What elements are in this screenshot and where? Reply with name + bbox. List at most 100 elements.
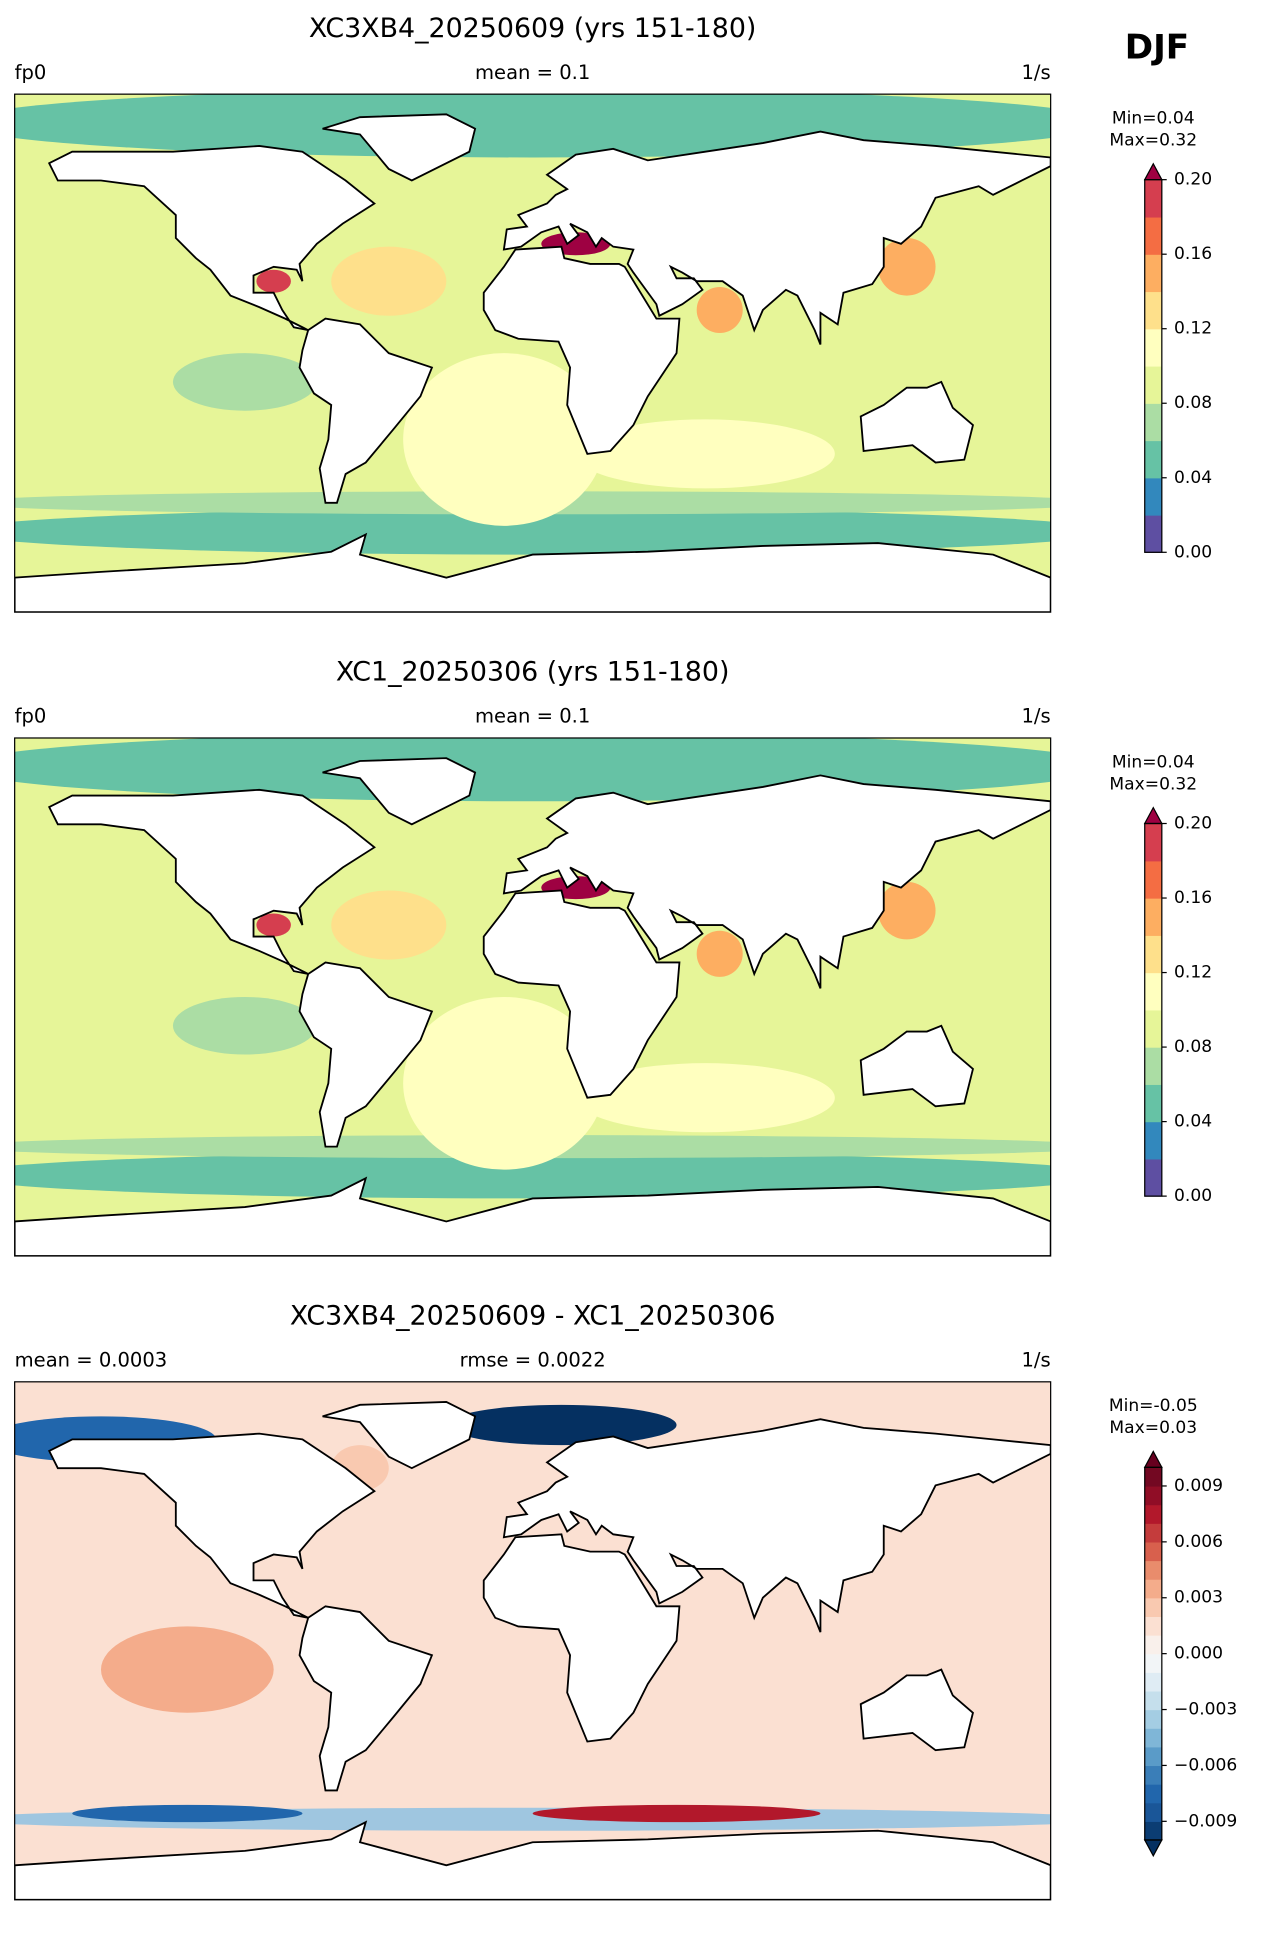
colorbar-swatch [1144, 1709, 1162, 1729]
colorbar-tick-label: −0.009 [1174, 1811, 1237, 1831]
left-label: mean = 0.0003 [15, 1349, 168, 1372]
land [859, 1668, 974, 1752]
field-blob [256, 269, 291, 293]
colorbar-swatch [1144, 1802, 1162, 1822]
field-blob [172, 353, 317, 411]
field-blob [331, 246, 447, 316]
left-label: fp0 [15, 61, 47, 84]
panel-title: XC3XB4_20250609 - XC1_20250306 [290, 1301, 776, 1332]
land [298, 961, 434, 1148]
field-blob [256, 913, 291, 937]
colorbar-swatch [1144, 365, 1162, 404]
colorbar-swatch [1144, 935, 1162, 974]
land [502, 1418, 1051, 1633]
map-field [14, 94, 1051, 613]
left-label: fp0 [15, 705, 47, 728]
map-field [14, 737, 1051, 1256]
colorbar-swatch [1144, 1158, 1162, 1197]
right-label: 1/s [1021, 1349, 1050, 1372]
colorbar-tick-label: 0.16 [1174, 888, 1212, 908]
colorbar-tick-label: −0.006 [1174, 1755, 1237, 1775]
map-frame [14, 737, 1052, 1257]
colorbar-swatch [1144, 1784, 1162, 1804]
colorbar-tick-label: 0.04 [1174, 468, 1212, 488]
field-blob [696, 286, 743, 334]
land [322, 757, 477, 826]
colorbar-extend [1143, 806, 1163, 825]
colorbar-swatch [1144, 291, 1162, 330]
colorbar-swatch [1144, 1579, 1162, 1599]
map-frame [14, 1381, 1052, 1901]
land [482, 1533, 681, 1743]
colorbar-swatch [1144, 860, 1162, 899]
field-blob [403, 996, 605, 1170]
max-label: Max=0.03 [1109, 1418, 1197, 1438]
colorbar-swatch [1144, 1653, 1162, 1673]
land [47, 788, 376, 975]
land [859, 380, 974, 464]
colorbar-swatch [1144, 477, 1162, 516]
land [482, 889, 681, 1099]
map-field [14, 1381, 1051, 1900]
land [47, 1432, 376, 1619]
min-label: Min=0.04 [1112, 752, 1195, 772]
center-label: rmse = 0.0022 [460, 1349, 606, 1372]
colorbar-swatch [1144, 254, 1162, 293]
colorbar-tick-label: −0.003 [1174, 1700, 1237, 1720]
colorbar-extend [1143, 162, 1163, 181]
land [14, 1820, 1051, 1900]
colorbar-tick-label: 0.000 [1174, 1644, 1223, 1664]
colorbar-tick-label: 0.04 [1174, 1112, 1212, 1132]
colorbar-tick-label: 0.12 [1174, 319, 1212, 339]
field-blob [532, 1804, 821, 1823]
land [322, 113, 477, 182]
colorbar-swatch [1144, 1523, 1162, 1543]
land [322, 1401, 477, 1470]
colorbar-swatch [1144, 1635, 1162, 1655]
right-label: 1/s [1021, 705, 1050, 728]
field-blob [331, 890, 447, 960]
colorbar-tick-label: 0.20 [1174, 814, 1212, 834]
field-blob [72, 1804, 303, 1823]
max-label: Max=0.32 [1109, 131, 1197, 151]
colorbar-tick-label: 0.16 [1174, 244, 1212, 264]
colorbar-swatch [1144, 972, 1162, 1011]
colorbar-extend [1143, 1839, 1163, 1858]
colorbar-swatch [1144, 1597, 1162, 1617]
colorbar-swatch [1144, 1690, 1162, 1711]
colorbar-swatch [1144, 1821, 1162, 1841]
colorbar-swatch [1144, 515, 1162, 553]
colorbar-tick-label: 0.20 [1174, 170, 1212, 190]
colorbar-swatch [1144, 216, 1162, 255]
land [482, 245, 681, 455]
colorbar-swatch [1144, 1560, 1162, 1580]
land [502, 130, 1051, 345]
colorbar-swatch [1144, 1728, 1162, 1748]
colorbar-swatch [1144, 328, 1162, 367]
colorbar-swatch [1144, 1467, 1162, 1487]
land [14, 532, 1051, 613]
colorbar-swatch [1144, 179, 1162, 218]
colorbar-swatch [1144, 1504, 1162, 1524]
colorbar-tick-label: 0.006 [1174, 1532, 1223, 1552]
panel-title: XC3XB4_20250609 (yrs 151-180) [309, 13, 757, 44]
field-blob [575, 419, 835, 489]
colorbar-tick-label: 0.00 [1174, 542, 1212, 562]
center-label: mean = 0.1 [475, 61, 590, 84]
panel-title: XC1_20250306 (yrs 151-180) [336, 657, 730, 688]
right-label: 1/s [1021, 61, 1050, 84]
colorbar-swatch [1144, 1672, 1162, 1692]
land [859, 1024, 974, 1108]
field-blob [100, 1626, 274, 1713]
map-frame [14, 93, 1052, 613]
land [14, 1176, 1051, 1256]
field-blob [172, 996, 317, 1055]
min-label: Min=0.04 [1112, 109, 1195, 129]
land [47, 145, 376, 332]
colorbar-swatch [1144, 1084, 1162, 1123]
field-blob [403, 353, 605, 526]
colorbar-swatch [1144, 1047, 1162, 1085]
colorbar-tick-label: 0.12 [1174, 963, 1212, 983]
colorbar-frame [1144, 822, 1163, 1197]
